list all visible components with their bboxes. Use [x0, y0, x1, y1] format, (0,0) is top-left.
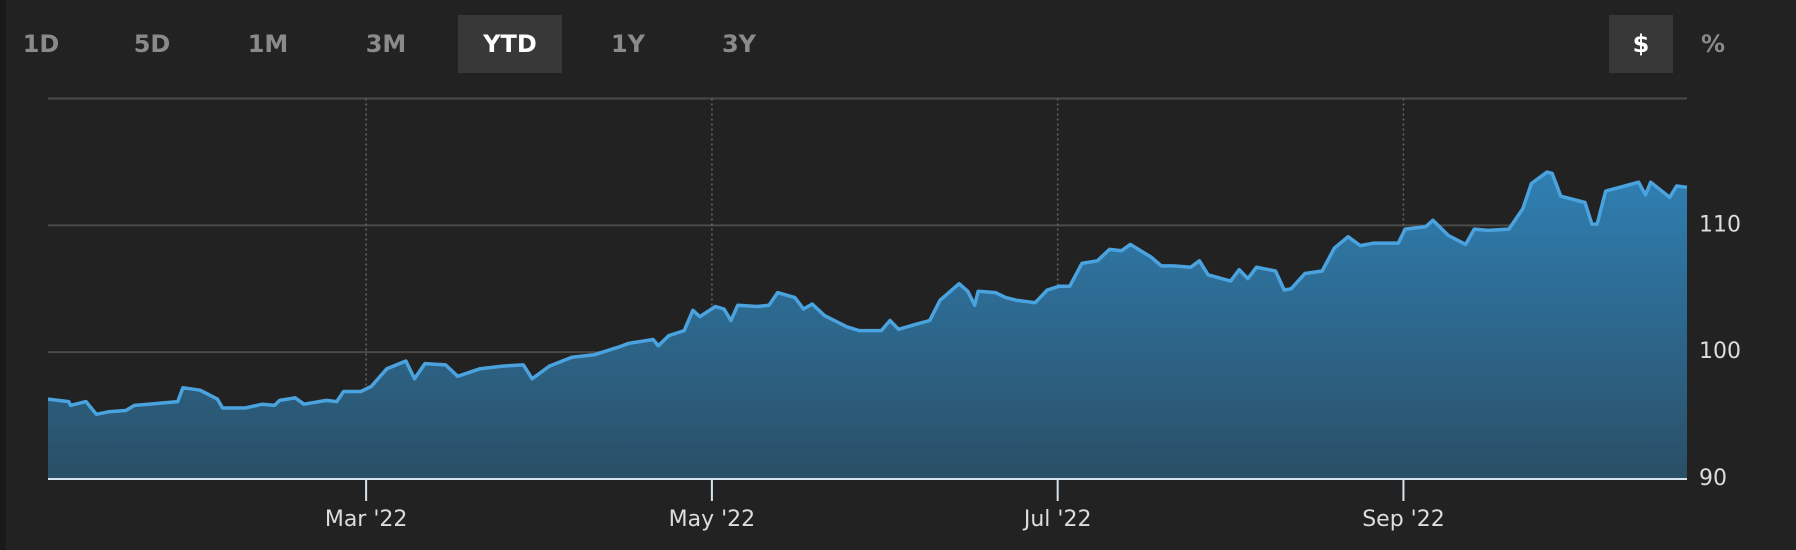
x-tick-label: May '22: [669, 507, 756, 532]
range-button[interactable]: 1D: [23, 30, 60, 58]
range-button[interactable]: 3M: [366, 30, 407, 58]
range-button[interactable]: 5D: [134, 30, 171, 58]
unit-button[interactable]: $: [1633, 30, 1650, 58]
unit-button[interactable]: %: [1701, 30, 1725, 58]
range-button[interactable]: 3Y: [722, 30, 757, 58]
edge: [0, 0, 6, 550]
range-button-bg[interactable]: [458, 15, 562, 73]
range-button[interactable]: 1Y: [611, 30, 646, 58]
y-tick-label: 100: [1699, 339, 1741, 364]
unit-button-bg[interactable]: [1609, 15, 1673, 73]
x-tick-label: Sep '22: [1362, 507, 1445, 532]
range-button[interactable]: 1M: [248, 30, 289, 58]
x-tick-label: Jul '22: [1022, 507, 1092, 532]
range-button[interactable]: YTD: [482, 30, 537, 58]
y-tick-label: 110: [1699, 212, 1741, 237]
price-line: [47, 170, 1688, 417]
y-tick-label: 90: [1699, 466, 1727, 491]
area-fill: [48, 172, 1687, 479]
x-tick-label: Mar '22: [325, 507, 408, 532]
